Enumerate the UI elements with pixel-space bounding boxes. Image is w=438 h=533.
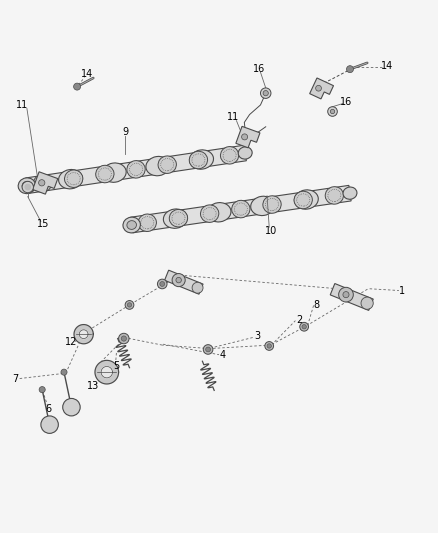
Circle shape — [39, 180, 45, 186]
Circle shape — [361, 297, 373, 309]
Text: 16: 16 — [339, 97, 352, 107]
Ellipse shape — [138, 214, 156, 231]
Circle shape — [316, 85, 321, 91]
Circle shape — [346, 66, 353, 72]
Text: 16: 16 — [253, 64, 265, 74]
Circle shape — [203, 345, 213, 354]
Ellipse shape — [294, 190, 318, 209]
Circle shape — [121, 336, 127, 341]
Ellipse shape — [127, 160, 145, 178]
Ellipse shape — [207, 203, 231, 222]
Circle shape — [74, 83, 81, 90]
Ellipse shape — [238, 147, 252, 159]
Text: 10: 10 — [265, 225, 278, 236]
Polygon shape — [330, 284, 373, 310]
Circle shape — [330, 109, 335, 114]
Ellipse shape — [263, 196, 281, 213]
Circle shape — [127, 303, 132, 307]
Text: 7: 7 — [12, 374, 18, 384]
Text: 13: 13 — [87, 381, 99, 391]
Ellipse shape — [294, 191, 312, 209]
Circle shape — [300, 322, 308, 331]
Circle shape — [160, 281, 165, 286]
Ellipse shape — [170, 209, 187, 227]
Ellipse shape — [251, 196, 275, 215]
Circle shape — [172, 273, 185, 287]
Text: 5: 5 — [113, 361, 120, 371]
Ellipse shape — [123, 217, 141, 233]
Polygon shape — [74, 325, 93, 344]
Polygon shape — [79, 330, 88, 338]
Circle shape — [41, 416, 58, 433]
Text: 12: 12 — [65, 337, 78, 346]
Text: 15: 15 — [37, 219, 49, 229]
Ellipse shape — [95, 165, 114, 183]
Circle shape — [328, 107, 337, 116]
Circle shape — [25, 184, 30, 190]
Ellipse shape — [190, 150, 213, 169]
Circle shape — [343, 292, 349, 298]
Circle shape — [339, 287, 353, 302]
Circle shape — [176, 277, 181, 283]
Text: 14: 14 — [81, 69, 93, 79]
Ellipse shape — [102, 163, 126, 182]
Text: 1: 1 — [399, 286, 406, 295]
Circle shape — [119, 333, 129, 344]
Text: 8: 8 — [314, 300, 320, 310]
Polygon shape — [310, 78, 333, 99]
Circle shape — [267, 344, 272, 348]
Text: 2: 2 — [296, 315, 302, 325]
Ellipse shape — [163, 209, 187, 228]
Polygon shape — [131, 185, 351, 233]
Ellipse shape — [59, 169, 82, 189]
Circle shape — [39, 386, 45, 393]
Circle shape — [22, 181, 33, 193]
Circle shape — [261, 88, 271, 99]
Circle shape — [192, 282, 203, 293]
Text: 11: 11 — [227, 112, 240, 122]
Ellipse shape — [325, 187, 343, 204]
Circle shape — [206, 347, 211, 352]
Polygon shape — [32, 172, 58, 194]
Polygon shape — [95, 360, 119, 384]
Text: 9: 9 — [122, 127, 128, 137]
Circle shape — [242, 134, 247, 140]
Ellipse shape — [158, 156, 177, 173]
Text: 6: 6 — [46, 404, 52, 414]
Circle shape — [265, 342, 274, 350]
Polygon shape — [165, 270, 203, 294]
Circle shape — [125, 301, 134, 309]
Ellipse shape — [343, 187, 357, 199]
Ellipse shape — [146, 156, 170, 176]
Ellipse shape — [189, 151, 208, 169]
Polygon shape — [236, 126, 260, 148]
Circle shape — [302, 325, 306, 329]
Ellipse shape — [232, 200, 250, 218]
Ellipse shape — [33, 175, 52, 192]
Circle shape — [63, 399, 80, 416]
Circle shape — [263, 91, 268, 96]
Polygon shape — [26, 145, 246, 193]
Polygon shape — [101, 367, 113, 378]
Ellipse shape — [64, 170, 83, 188]
Ellipse shape — [127, 221, 137, 229]
Text: 11: 11 — [16, 100, 28, 110]
Circle shape — [157, 279, 167, 289]
Ellipse shape — [18, 178, 35, 193]
Text: 4: 4 — [219, 350, 226, 360]
Ellipse shape — [22, 181, 32, 190]
Ellipse shape — [201, 205, 219, 222]
Text: 14: 14 — [381, 61, 393, 71]
Circle shape — [61, 369, 67, 375]
Text: 3: 3 — [254, 332, 261, 341]
Ellipse shape — [220, 147, 239, 164]
